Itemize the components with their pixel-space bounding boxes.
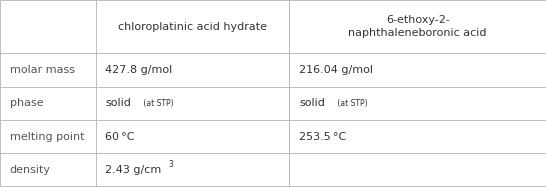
Text: density: density [10,165,51,175]
Text: solid: solid [299,98,325,108]
Text: 60 °C: 60 °C [105,131,135,142]
Text: phase: phase [10,98,44,108]
Text: 427.8 g/mol: 427.8 g/mol [105,65,173,75]
Text: 253.5 °C: 253.5 °C [299,131,347,142]
Text: (at STP): (at STP) [141,99,174,108]
Text: molar mass: molar mass [10,65,75,75]
Text: 6-ethoxy-2-
naphthaleneboronic acid: 6-ethoxy-2- naphthaleneboronic acid [348,15,487,38]
Text: (at STP): (at STP) [335,99,367,108]
Text: chloroplatinic acid hydrate: chloroplatinic acid hydrate [118,22,267,32]
Text: 216.04 g/mol: 216.04 g/mol [299,65,373,75]
Text: melting point: melting point [10,131,84,142]
Text: 3: 3 [168,160,173,169]
Text: 2.43 g/cm: 2.43 g/cm [105,165,162,175]
Text: solid: solid [105,98,131,108]
